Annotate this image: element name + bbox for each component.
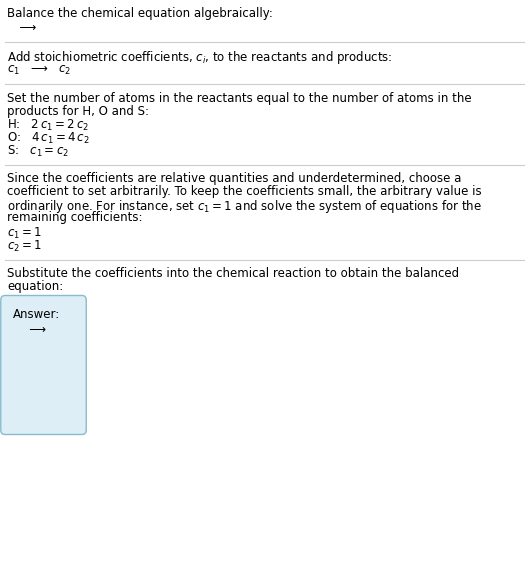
Text: Balance the chemical equation algebraically:: Balance the chemical equation algebraica… (7, 7, 273, 20)
Text: products for H, O and S:: products for H, O and S: (7, 105, 149, 118)
Text: ⟶: ⟶ (12, 21, 37, 34)
Text: remaining coefficients:: remaining coefficients: (7, 211, 142, 224)
Text: coefficient to set arbitrarily. To keep the coefficients small, the arbitrary va: coefficient to set arbitrarily. To keep … (7, 185, 481, 198)
Text: S:   $c_1 = c_2$: S: $c_1 = c_2$ (7, 144, 69, 159)
Text: ordinarily one. For instance, set $c_1 = 1$ and solve the system of equations fo: ordinarily one. For instance, set $c_1 =… (7, 198, 482, 215)
Text: ⟶: ⟶ (18, 323, 47, 336)
Text: Answer:: Answer: (13, 308, 60, 321)
Text: Add stoichiometric coefficients, $c_i$, to the reactants and products:: Add stoichiometric coefficients, $c_i$, … (7, 49, 393, 66)
Text: Since the coefficients are relative quantities and underdetermined, choose a: Since the coefficients are relative quan… (7, 172, 461, 185)
Text: Set the number of atoms in the reactants equal to the number of atoms in the: Set the number of atoms in the reactants… (7, 92, 471, 105)
Text: equation:: equation: (7, 280, 63, 293)
Text: H:   $2\,c_1 = 2\,c_2$: H: $2\,c_1 = 2\,c_2$ (7, 118, 89, 133)
Text: $c_1$   ⟶   $c_2$: $c_1$ ⟶ $c_2$ (7, 64, 71, 77)
Text: Substitute the coefficients into the chemical reaction to obtain the balanced: Substitute the coefficients into the che… (7, 267, 459, 280)
Text: $c_2 = 1$: $c_2 = 1$ (7, 239, 42, 254)
Text: O:   $4\,c_1 = 4\,c_2$: O: $4\,c_1 = 4\,c_2$ (7, 131, 89, 146)
Text: $c_1 = 1$: $c_1 = 1$ (7, 226, 42, 241)
